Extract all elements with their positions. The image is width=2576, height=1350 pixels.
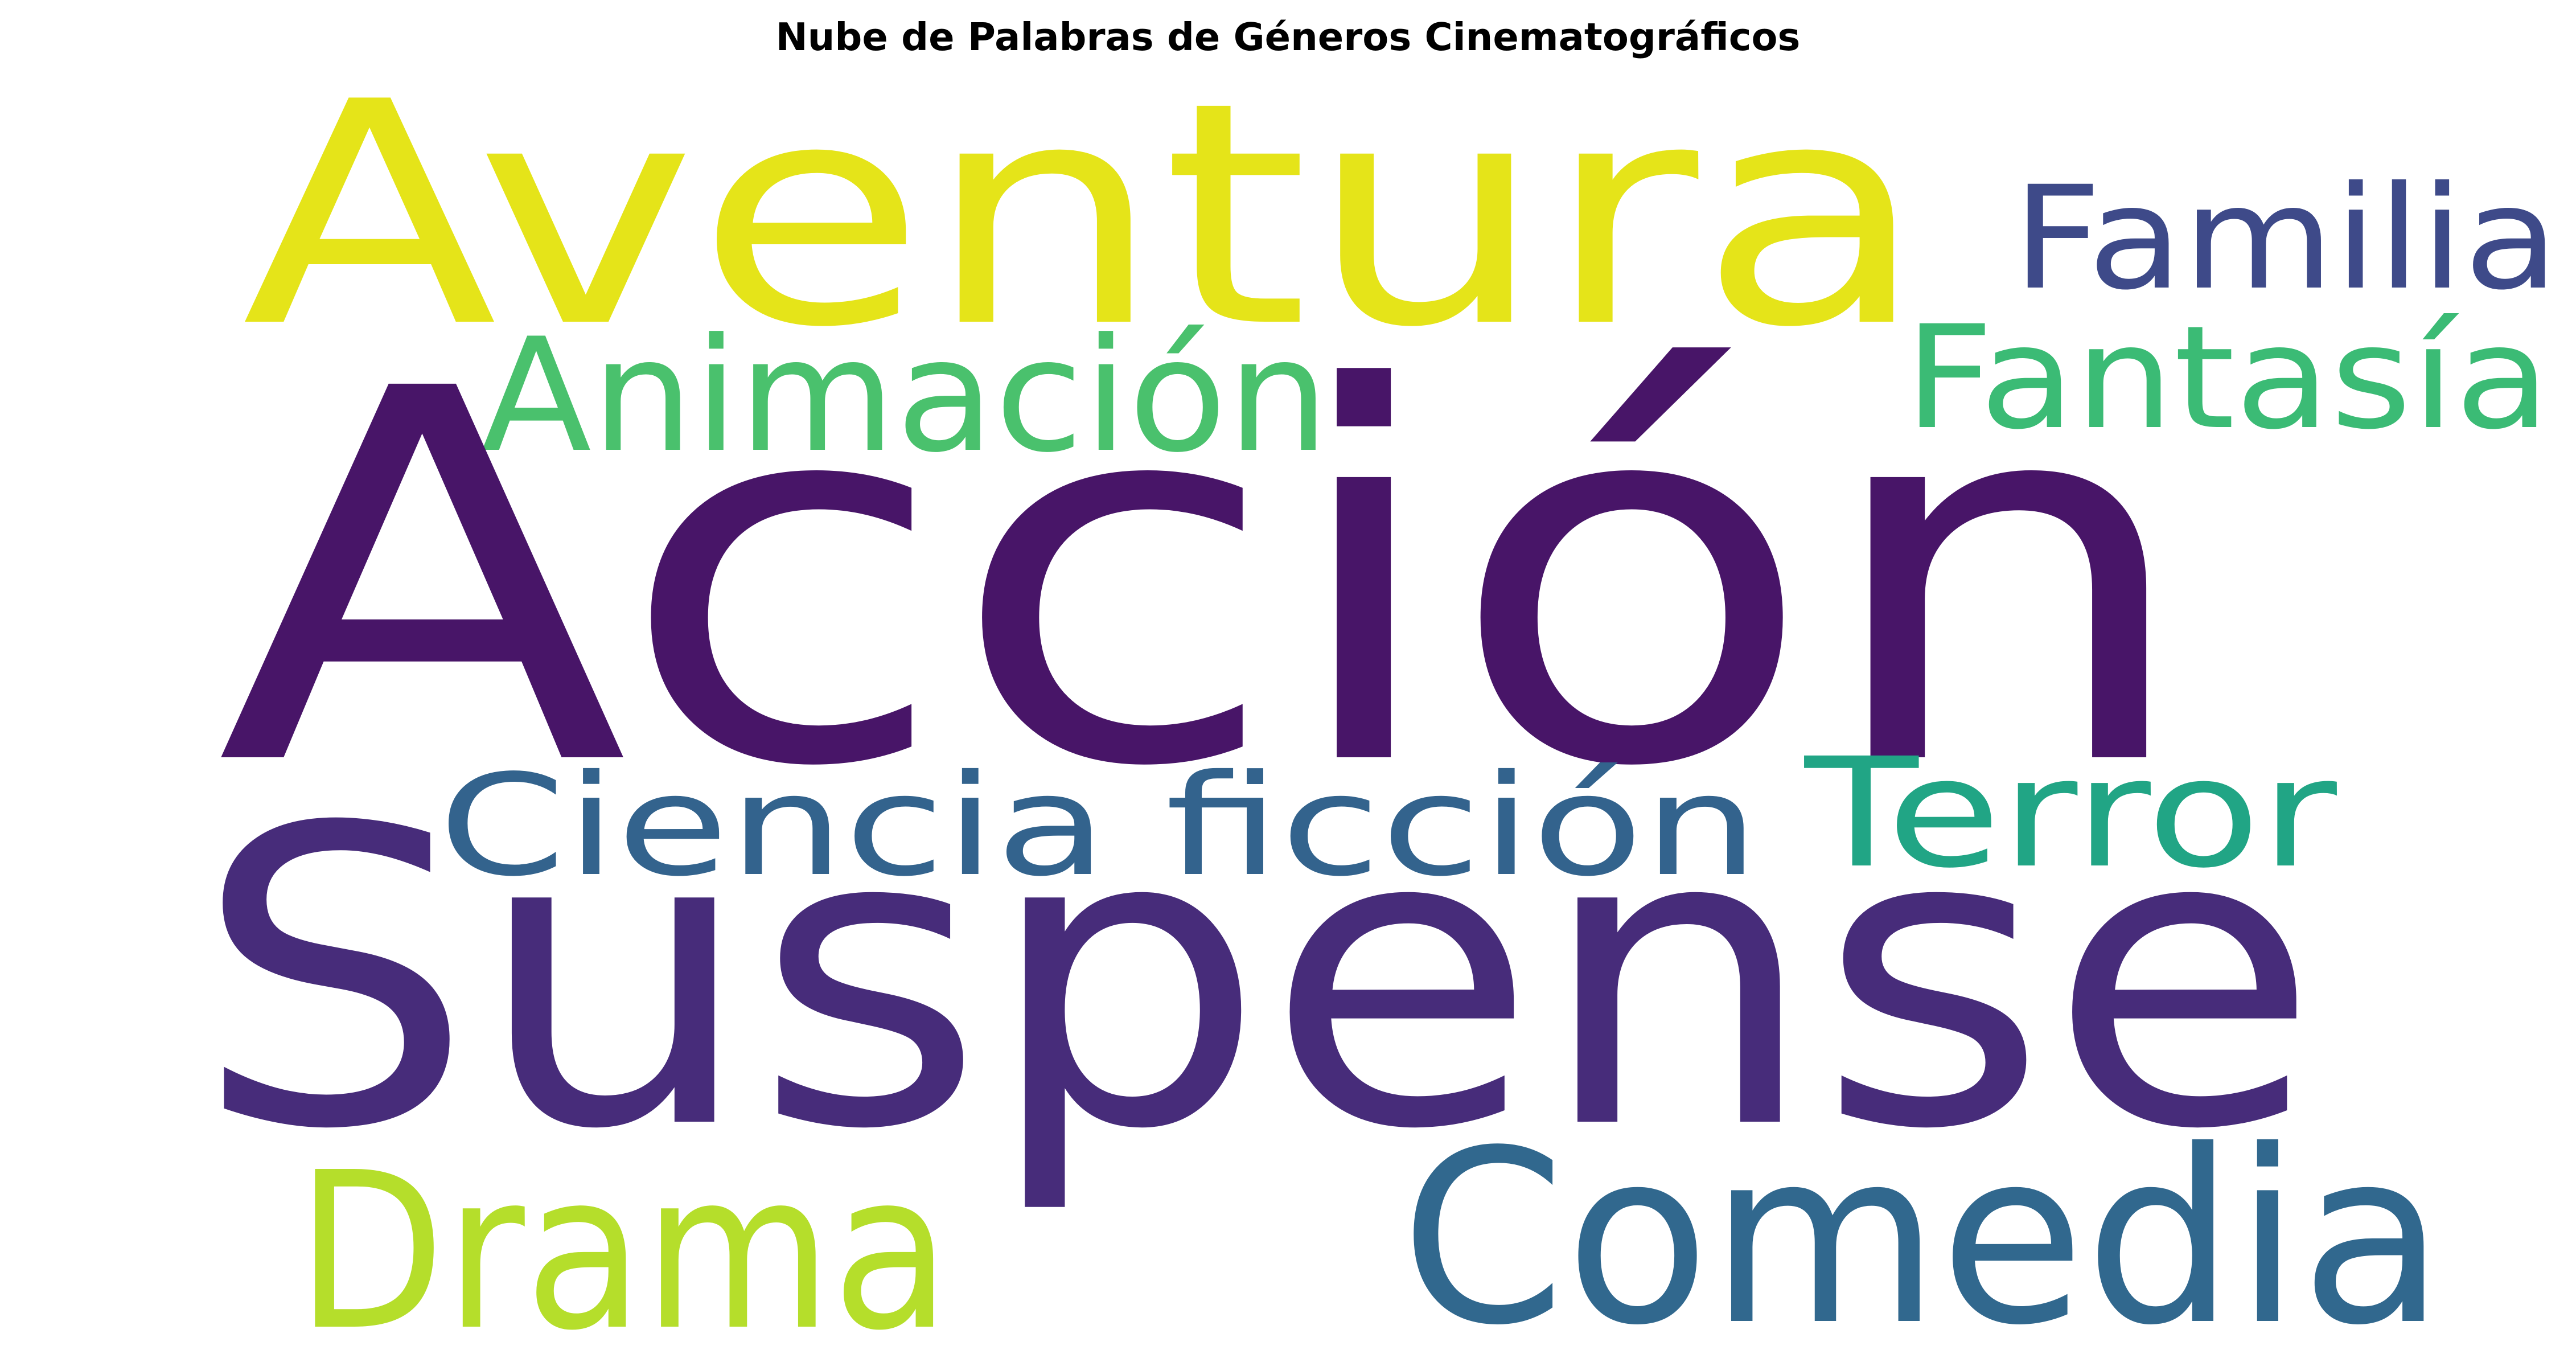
chart-title: Nube de Palabras de Géneros Cinematográf…	[775, 15, 1801, 59]
word-accion: Acción	[216, 282, 2197, 879]
word-suspense: Suspense	[194, 741, 2320, 1218]
word-comedia: Comedia	[1400, 1099, 2445, 1350]
word-fantasia: Fantasía	[1904, 295, 2550, 461]
word-drama: Drama	[296, 1126, 951, 1350]
word-ciencia-ficcion: Ciencia ficción	[438, 745, 1759, 907]
word-animacion: Animación	[481, 305, 1329, 487]
word-aventura: Aventura	[242, 37, 1927, 395]
word-familia: Familia	[2012, 155, 2559, 321]
word-terror: Terror	[1802, 726, 2339, 901]
